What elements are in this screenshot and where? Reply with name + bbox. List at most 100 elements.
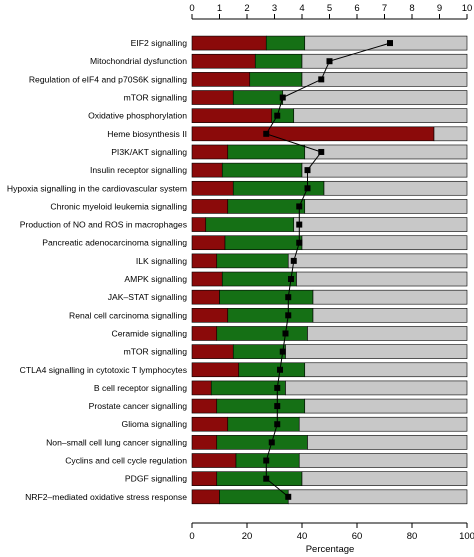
category-label: PDGF signalling: [125, 474, 187, 484]
category-label: Oxidative phosphorylation: [88, 111, 187, 121]
bar-segment-2: [216, 253, 289, 269]
top-axis: 0 1 2 3 4 5 6 7 8 9 10: [189, 3, 473, 20]
category-labels: EIF2 signalling Mitochondrial dysfunction…: [7, 38, 187, 502]
bar-segment-1: [191, 162, 223, 178]
bar-segment-3: [296, 271, 468, 287]
line-point: [296, 221, 303, 228]
bar-segment-1: [191, 199, 229, 214]
top-axis-tick-label: 2: [244, 3, 249, 14]
bar-segment-3: [293, 217, 468, 232]
bar-segment-3: [304, 35, 468, 51]
bar-segment-3: [285, 380, 468, 396]
line-point: [285, 294, 292, 301]
category-label: ILK signalling: [136, 256, 187, 266]
line-point: [274, 384, 281, 391]
category-label: Hypoxia signalling in the cardiovascular…: [7, 183, 187, 193]
category-label: CTLA4 signalling in cytotoxic T lymphocy…: [20, 365, 187, 375]
bar-segment-3: [304, 398, 468, 414]
bar-segment-2: [216, 435, 308, 450]
bar-segment-2: [219, 489, 289, 505]
bar-segment-2: [265, 35, 306, 51]
bar-segment-2: [232, 90, 284, 105]
line-point: [274, 403, 281, 410]
bar-segment-3: [301, 471, 468, 486]
bar-segment-3: [301, 53, 468, 69]
bottom-axis-tick-label: 100: [459, 531, 474, 542]
bar-segment-1: [191, 217, 207, 232]
bar-segment-3: [285, 344, 468, 359]
top-axis-tick-label: 7: [382, 3, 387, 14]
top-axis-tick-label: 9: [437, 3, 442, 14]
line-series-path: [265, 42, 391, 498]
bar-segment-3: [323, 180, 468, 196]
line-point: [274, 421, 281, 428]
category-label: PI3K/AKT signalling: [111, 147, 187, 157]
bar-segment-2: [227, 416, 300, 432]
bar-segment-1: [191, 416, 229, 432]
bar-segment-1: [191, 180, 234, 196]
top-axis-tick-label: 1: [217, 3, 222, 14]
bar-segment-3: [287, 253, 468, 269]
bar-segment-3: [298, 453, 468, 468]
bar-segment-1: [191, 398, 218, 414]
bar-segment-1: [191, 435, 218, 450]
bar-segment-2: [227, 308, 314, 323]
bar-segment-1: [191, 253, 218, 269]
bar-segment-3: [282, 90, 468, 105]
line-point: [279, 94, 286, 101]
bar-segment-3: [312, 289, 468, 305]
top-axis-tick-label: 5: [327, 3, 332, 14]
bar-segment-1: [191, 380, 212, 396]
bar-segment-2: [227, 144, 306, 160]
category-label: Cyclins and cell cycle regulation: [65, 456, 187, 466]
bar-segment-1: [191, 362, 240, 378]
bar-segment-3: [312, 308, 468, 323]
bar-segment-1: [191, 90, 234, 105]
category-label: NRF2–mediated oxidative stress response: [25, 492, 187, 502]
bar-segment-2: [219, 289, 314, 305]
category-label: Glioma signalling: [122, 419, 188, 429]
bar-segment-1: [191, 471, 218, 486]
top-axis-tick-label: 3: [272, 3, 277, 14]
bottom-axis-tick-label: 60: [352, 531, 363, 542]
line-series: [263, 40, 393, 500]
bar-segment-2: [216, 326, 308, 341]
bar-segment-1: [191, 126, 435, 142]
category-label: Heme biosynthesis II: [107, 129, 187, 139]
bar-segment-2: [216, 471, 303, 486]
category-label: EIF2 signalling: [131, 38, 188, 48]
top-axis-tick-label: 6: [354, 3, 359, 14]
bar-segment-3: [298, 416, 468, 432]
category-label: JAK–STAT signalling: [108, 292, 188, 302]
bars: [191, 35, 468, 505]
line-point: [277, 366, 283, 373]
bottom-axis: 0 20 40 60 80 100: [189, 522, 474, 542]
bar-segment-1: [191, 489, 220, 505]
line-point: [296, 203, 303, 210]
bar-segment-3: [293, 108, 468, 123]
category-label: B cell receptor signalling: [94, 383, 187, 393]
line-point: [285, 493, 292, 500]
line-point: [263, 475, 270, 482]
bar-segment-2: [224, 235, 303, 251]
bottom-axis-tick-label: 40: [297, 531, 308, 542]
category-label: Ceramide signalling: [112, 328, 188, 338]
bar-segment-3: [304, 362, 468, 378]
line-point: [304, 185, 311, 192]
bar-segment-3: [433, 126, 468, 142]
bar-segment-1: [191, 53, 256, 69]
bar-segment-1: [191, 108, 273, 123]
line-point: [285, 312, 292, 319]
line-point: [326, 58, 333, 65]
bar-segment-3: [301, 162, 468, 178]
line-point: [290, 257, 297, 264]
bar-segment-2: [227, 199, 306, 214]
line-point: [387, 40, 393, 47]
top-axis-tick-label: 10: [462, 3, 473, 14]
top-axis-tick-label: 0: [189, 3, 194, 14]
category-label: Renal cell carcinoma signalling: [69, 310, 187, 320]
bar-segment-3: [301, 72, 468, 87]
bar-segment-1: [191, 344, 234, 359]
category-label: Pancreatic adenocarcinoma signalling: [42, 238, 187, 248]
